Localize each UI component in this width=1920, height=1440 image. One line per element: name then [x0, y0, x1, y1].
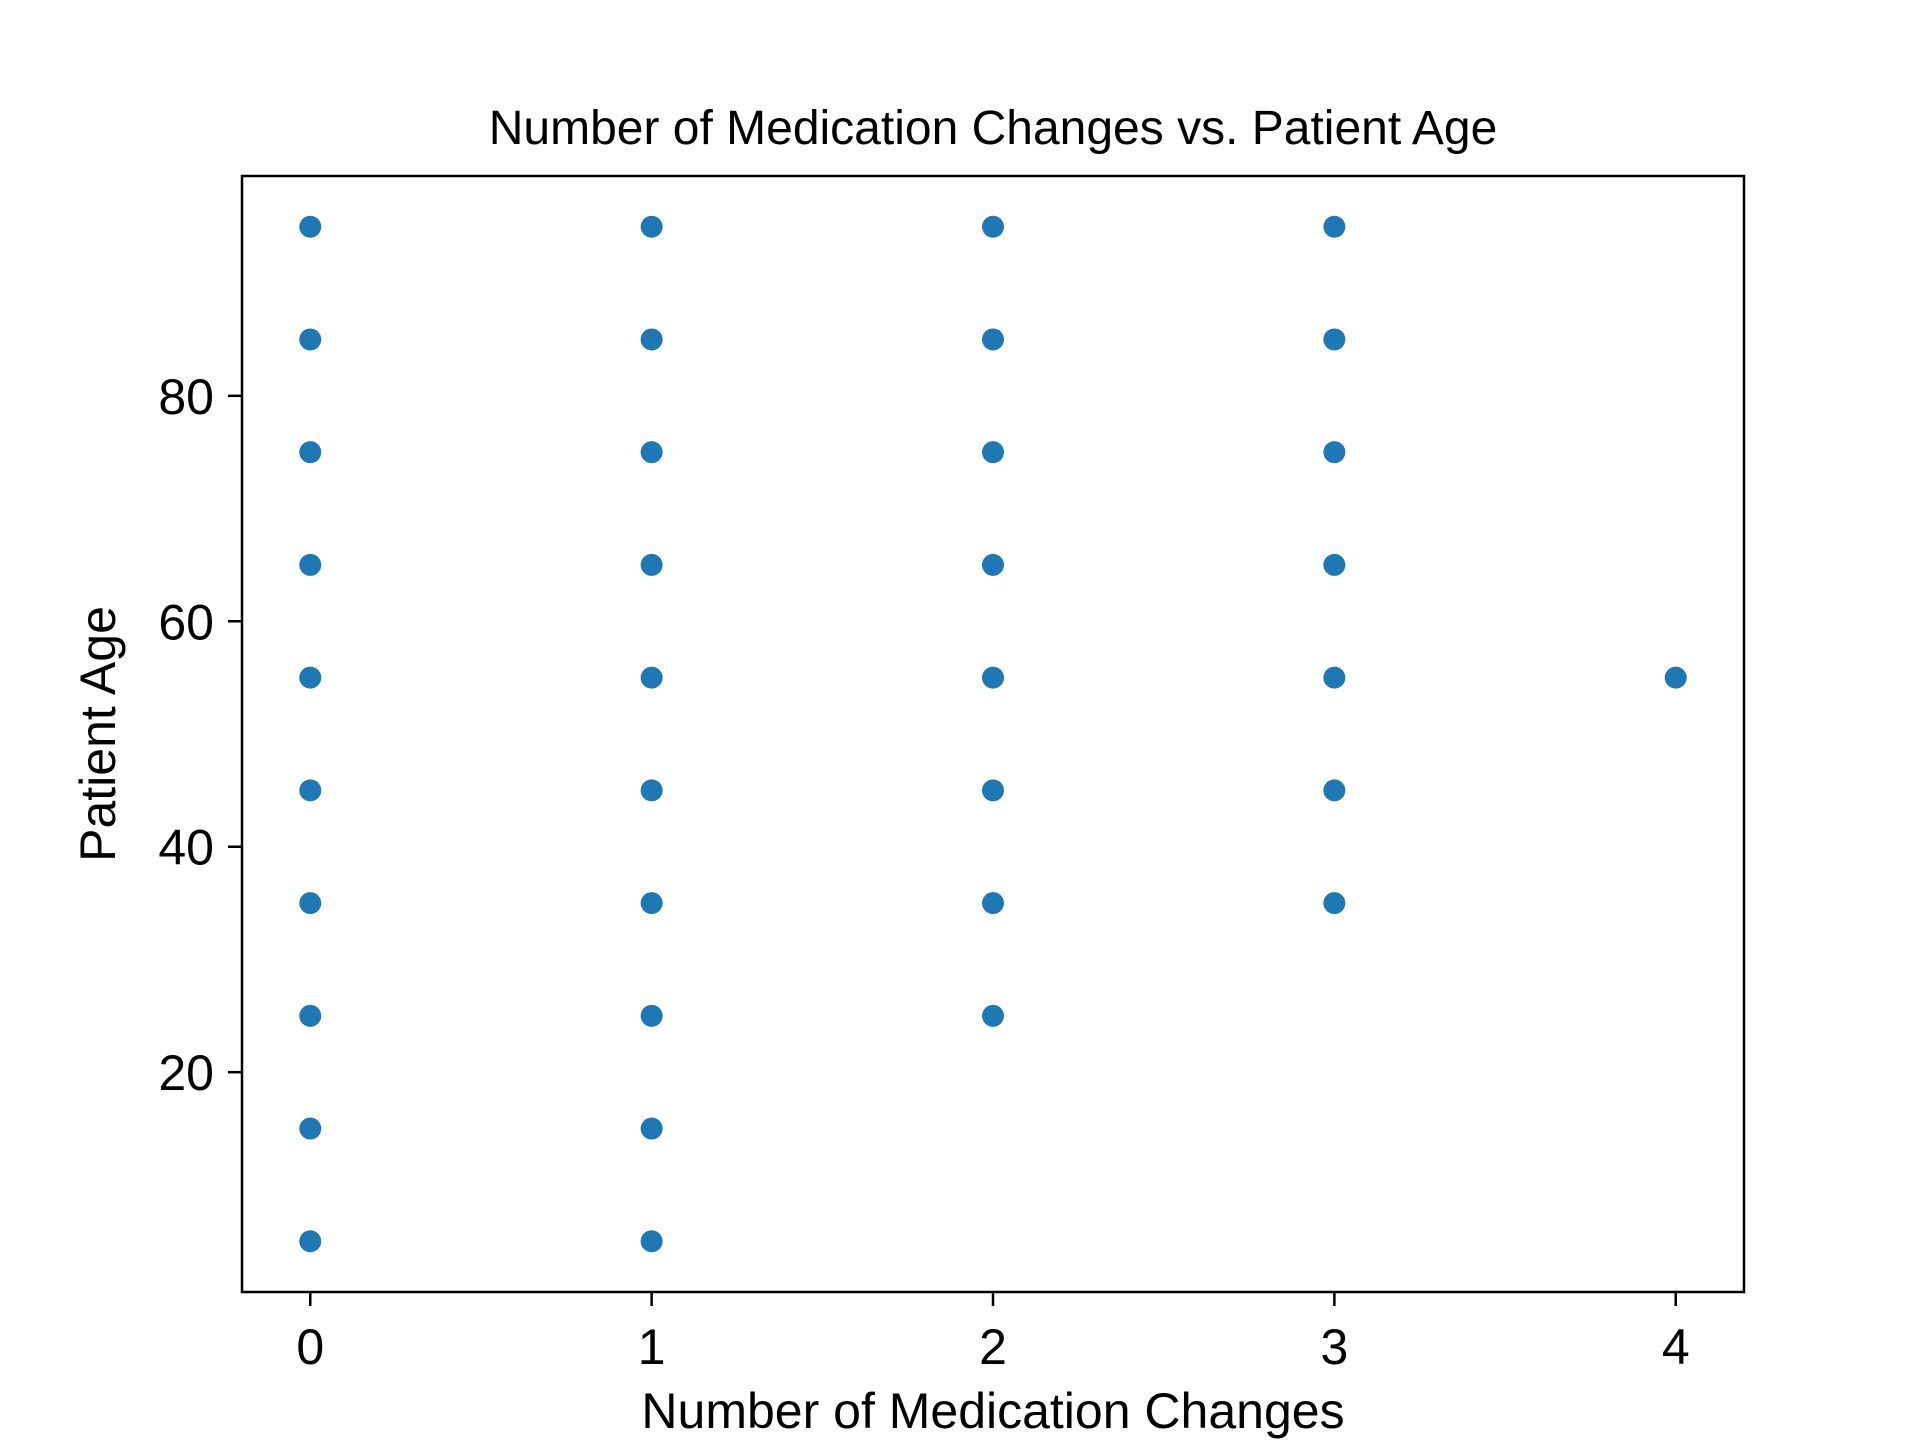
data-point	[299, 666, 322, 689]
data-point	[640, 666, 663, 689]
plot-frame	[240, 174, 1746, 1294]
x-tick-label: 0	[296, 1319, 324, 1375]
data-point	[640, 215, 663, 238]
data-point	[640, 328, 663, 351]
data-point	[640, 553, 663, 576]
x-tick-label: 4	[1662, 1319, 1690, 1375]
data-point	[299, 1117, 322, 1140]
data-point	[640, 779, 663, 802]
chart-title: Number of Medication Changes vs. Patient…	[489, 102, 1498, 155]
y-axis-label: Patient Age	[70, 606, 126, 862]
data-point	[982, 666, 1004, 689]
data-point	[299, 553, 322, 576]
data-point	[640, 892, 663, 915]
data-points	[299, 215, 1687, 1253]
data-point	[982, 441, 1004, 464]
data-point	[640, 441, 663, 464]
data-point	[299, 215, 322, 238]
y-tick-label: 60	[158, 594, 214, 650]
data-point	[1323, 892, 1346, 915]
data-point	[982, 1004, 1004, 1027]
data-point	[982, 779, 1004, 802]
data-point	[982, 553, 1004, 576]
y-tick-label: 80	[158, 369, 214, 425]
y-tick-label: 20	[158, 1045, 214, 1101]
y-axis-ticks: 20 40 60 80	[158, 369, 242, 1101]
x-axis-ticks: 0 1 2 3 4	[296, 1292, 1690, 1375]
data-point	[1323, 215, 1346, 238]
data-point	[982, 215, 1004, 238]
x-tick-label: 2	[979, 1319, 1007, 1375]
data-point	[1323, 328, 1346, 351]
x-tick-label: 3	[1320, 1319, 1348, 1375]
data-point	[299, 1230, 322, 1253]
data-point	[640, 1230, 663, 1253]
data-point	[640, 1004, 663, 1027]
data-point	[299, 892, 322, 915]
data-point	[299, 328, 322, 351]
data-point	[299, 779, 322, 802]
y-tick-label: 40	[158, 820, 214, 876]
x-tick-label: 1	[638, 1319, 666, 1375]
data-point	[982, 328, 1004, 351]
x-axis-label: Number of Medication Changes	[641, 1383, 1344, 1439]
data-point	[1323, 666, 1346, 689]
data-point	[982, 892, 1004, 915]
data-point	[299, 1004, 322, 1027]
data-point	[299, 441, 322, 464]
data-point	[1323, 441, 1346, 464]
data-point	[1323, 553, 1346, 576]
data-point	[640, 1117, 663, 1140]
data-point	[1664, 666, 1687, 689]
data-point	[1323, 779, 1346, 802]
